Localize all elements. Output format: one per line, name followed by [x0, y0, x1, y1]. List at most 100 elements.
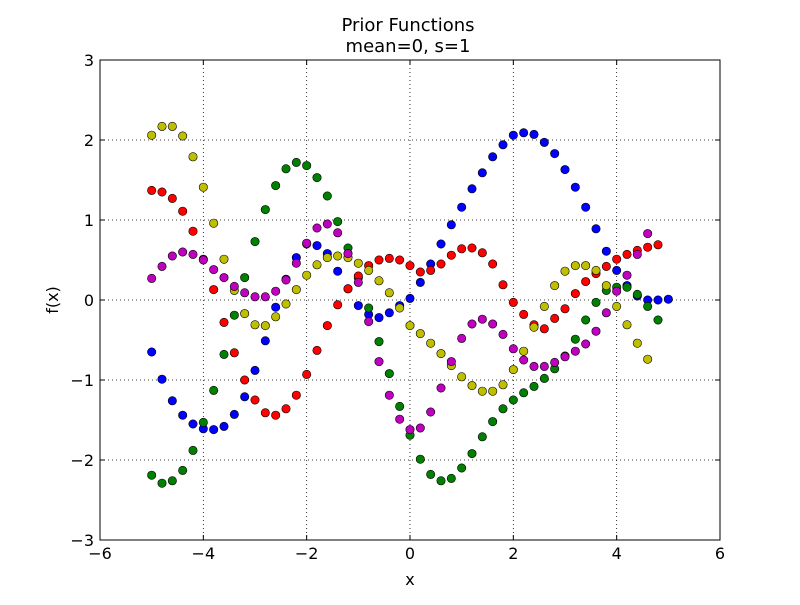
series-4-point	[612, 301, 622, 311]
series-4-point	[570, 261, 580, 271]
series-1-point	[415, 277, 425, 287]
series-4-point	[601, 281, 611, 291]
series-1-point	[333, 266, 343, 276]
series-5-point	[560, 352, 570, 362]
series-1-point	[570, 182, 580, 192]
series-1-point	[147, 347, 157, 357]
series-5-point	[229, 281, 239, 291]
x-axis-label: x	[405, 570, 414, 589]
series-5-point	[219, 273, 229, 283]
series-5-point	[539, 361, 549, 371]
series-3-point	[374, 255, 384, 265]
x-tick-label: 6	[715, 544, 725, 563]
series-1-point	[188, 419, 198, 429]
series-5-point	[426, 407, 436, 417]
series-3-point	[209, 285, 219, 295]
series-2-point	[229, 310, 239, 320]
series-3-point	[415, 267, 425, 277]
series-1-point	[457, 202, 467, 212]
series-1-point	[157, 374, 167, 384]
series-2-point	[457, 463, 467, 473]
series-3-point	[405, 261, 415, 271]
series-5-point	[488, 319, 498, 329]
gridlines	[100, 60, 720, 540]
series-3-point	[653, 240, 663, 250]
series-4-point	[643, 354, 653, 364]
series-5-point	[405, 425, 415, 435]
series-3-point	[612, 254, 622, 264]
series-3-point	[643, 242, 653, 252]
y-tick-label: 1	[84, 211, 94, 230]
series-2-point	[622, 282, 632, 292]
series-1-point	[219, 421, 229, 431]
series-1-point	[167, 396, 177, 406]
series-5-point	[550, 357, 560, 367]
series-4-point	[240, 309, 250, 319]
y-tick-label: 3	[84, 51, 94, 70]
series-1-point	[519, 128, 529, 138]
series-4-point	[395, 303, 405, 313]
series-1-point	[353, 301, 363, 311]
series-4-point	[622, 320, 632, 330]
series-3-point	[260, 408, 270, 418]
series-3-point	[446, 250, 456, 260]
series-3-point	[519, 309, 529, 319]
series-5-point	[302, 238, 312, 248]
series-4-point	[364, 265, 374, 275]
series-2-point	[178, 465, 188, 475]
chart-subtitle: mean=0, s=1	[346, 36, 471, 57]
series-3-point	[147, 185, 157, 195]
series-2-point	[488, 417, 498, 427]
series-3-point	[560, 304, 570, 314]
y-tick-label: −3	[70, 531, 94, 550]
series-1-point	[312, 241, 322, 251]
series-2-point	[591, 297, 601, 307]
series-5-point	[364, 317, 374, 327]
series-1-point	[477, 168, 487, 178]
series-5-point	[343, 249, 353, 259]
series-2-point	[529, 381, 539, 391]
series-1-point	[488, 152, 498, 162]
series-5-point	[178, 247, 188, 257]
series-5-point	[384, 390, 394, 400]
series-4-point	[581, 261, 591, 271]
series-2-point	[291, 157, 301, 167]
series-3-point	[271, 410, 281, 420]
series-4-point	[467, 381, 477, 391]
series-5-point	[157, 261, 167, 271]
series-5-point	[322, 219, 332, 229]
series-3-point	[281, 404, 291, 414]
series-4-point	[560, 266, 570, 276]
series-5-point	[632, 249, 642, 259]
series-2-point	[219, 349, 229, 359]
series-5-point	[147, 273, 157, 283]
series-5-point	[643, 229, 653, 239]
series-2-point	[250, 237, 260, 247]
series-4-point	[312, 260, 322, 270]
series-4-point	[498, 380, 508, 390]
series-5-point	[395, 414, 405, 424]
series-4-point	[529, 322, 539, 332]
series-1-point	[384, 308, 394, 318]
series-1-point	[260, 336, 270, 346]
series-4-point	[550, 281, 560, 291]
series-4-point	[147, 130, 157, 140]
series-1-point	[209, 425, 219, 435]
series-2-point	[477, 432, 487, 442]
series-2-point	[374, 337, 384, 347]
series-4-point	[188, 152, 198, 162]
series-3-point	[312, 345, 322, 355]
y-tick-label: −1	[70, 371, 94, 390]
series-4-point	[353, 258, 363, 268]
series-4-point	[591, 265, 601, 275]
series-1-point	[467, 184, 477, 194]
series-3-point	[333, 300, 343, 310]
series-5-point	[436, 383, 446, 393]
series-1-point	[508, 130, 518, 140]
series-5-point	[477, 314, 487, 324]
series-1-point	[374, 313, 384, 323]
series-2-point	[498, 404, 508, 414]
series-5-point	[457, 333, 467, 343]
series-5-point	[260, 292, 270, 302]
